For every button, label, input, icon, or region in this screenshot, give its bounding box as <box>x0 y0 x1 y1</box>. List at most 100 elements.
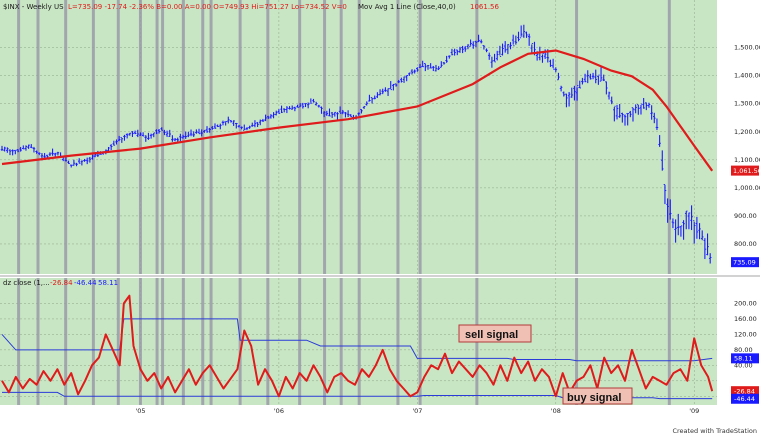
price-tick-label: 1,200.00 <box>734 128 760 136</box>
price-signal-line <box>323 0 327 274</box>
indicator-signal-line <box>64 278 68 405</box>
indicator-header-v1: -26.84 <box>50 279 73 287</box>
indicator-tick-label: 120.00 <box>734 330 757 338</box>
price-signal-line <box>475 0 479 274</box>
price-signal-line <box>667 0 671 274</box>
indicator-header-v2: -46.44 <box>74 279 97 287</box>
time-tick-label: '09 <box>689 407 699 415</box>
indicator-signal-line <box>116 278 120 405</box>
price-signal-line <box>116 0 120 274</box>
indicator-signal-line <box>138 278 142 405</box>
indicator-signal-line <box>298 278 302 405</box>
indicator-badge-label: -26.84 <box>734 387 755 395</box>
indicator-badge <box>731 386 759 397</box>
price-tick-label: 800.00 <box>734 240 757 248</box>
indicator-signal-line <box>181 278 185 405</box>
indicator-badge-label: 58.11 <box>734 355 753 363</box>
indicator-signal-line <box>667 278 671 405</box>
indicator-signal-line <box>155 278 159 405</box>
indicator-badges: 58.11 -26.84-46.44 <box>731 353 759 404</box>
indicator-signal-lines <box>17 278 671 405</box>
price-tick-label: 1,400.00 <box>734 72 760 80</box>
price-signal-line <box>17 0 21 274</box>
price-panel: 800.00 900.00 1,000.00 1,100.00 1,200.00 1,30… <box>0 0 760 274</box>
price-badge-label: 1,061.56 <box>733 167 760 175</box>
indicator-badge <box>731 353 759 364</box>
time-tick-label: '08 <box>551 407 561 415</box>
buy-signal-label: buy signal <box>567 392 621 404</box>
price-signal-line <box>339 0 343 274</box>
indicator-signal-line <box>339 278 343 405</box>
indicator-signal-line <box>266 278 270 405</box>
indicator-signal-line <box>418 278 422 405</box>
price-signal-line <box>575 0 579 274</box>
sell-signal-annotation: sell signal <box>458 324 532 343</box>
price-tick-label: 1,300.00 <box>734 100 760 108</box>
indicator-line <box>1 294 714 398</box>
indicator-tick-label: 80.00 <box>734 346 753 354</box>
indicator-signal-line <box>357 278 361 405</box>
price-signal-line <box>138 0 142 274</box>
indicator-signal-line <box>209 278 213 405</box>
price-badges: 1,061.56 735.09 <box>731 165 760 268</box>
price-grid <box>0 0 717 274</box>
price-signal-line <box>396 0 400 274</box>
indicator-signal-line <box>575 278 579 405</box>
price-y-axis: 800.00 900.00 1,000.00 1,100.00 1,200.00 1,30… <box>734 44 760 248</box>
time-axis: '05 '06 '07 '08 '09 <box>135 407 699 415</box>
price-signal-line <box>161 0 165 274</box>
price-signal-line <box>418 0 422 274</box>
credit-text: Created with TradeStation <box>672 427 757 435</box>
price-header-values: L=735.09 -17.74 -2.36% B=0.00 A=0.00 O=7… <box>68 3 347 11</box>
indicator-header-v3: 58.11 <box>98 279 118 287</box>
price-tick-label: 1,100.00 <box>734 156 760 164</box>
indicator-tick-label: 200.00 <box>734 299 757 307</box>
time-tick-label: '06 <box>274 407 284 415</box>
price-signal-line <box>298 0 302 274</box>
indicator-signal-line <box>17 278 21 405</box>
buy-signal-box <box>562 387 633 405</box>
price-header-study-value: 1061.56 <box>470 3 499 11</box>
indicator-badge-label: -46.44 <box>734 395 755 403</box>
price-signal-line <box>91 0 95 274</box>
price-signal-line <box>357 0 361 274</box>
indicator-signal-line <box>36 278 40 405</box>
indicator-badge <box>731 393 759 404</box>
indicator-tick-label: 40.00 <box>734 361 753 369</box>
price-signal-line <box>238 0 242 274</box>
sell-signal-box <box>458 324 532 343</box>
price-signal-line <box>266 0 270 274</box>
time-tick-label: '05 <box>135 407 145 415</box>
indicator-path <box>1 294 714 398</box>
indicator-header: dz close (1,... -26.84 -46.44 58.11 <box>3 279 118 287</box>
indicator-signal-line <box>323 278 327 405</box>
price-header: $INX - Weekly US L=735.09 -17.74 -2.36% … <box>3 3 499 11</box>
indicator-signal-line <box>91 278 95 405</box>
indicator-signal-line <box>238 278 242 405</box>
price-badge <box>731 165 759 176</box>
buy-signal-annotation: buy signal <box>562 387 633 405</box>
price-header-symbol: $INX - Weekly US <box>3 3 64 11</box>
price-signal-line <box>36 0 40 274</box>
indicator-signal-line <box>396 278 400 405</box>
moving-average-path <box>1 49 714 172</box>
indicator-signal-line <box>161 278 165 405</box>
price-tick-label: 1,000.00 <box>734 184 760 192</box>
price-signal-line <box>64 0 68 274</box>
price-badge-label: 735.09 <box>733 258 756 266</box>
moving-average-line <box>1 49 714 172</box>
indicator-header-name: dz close (1,... <box>3 279 50 287</box>
price-tick-label: 900.00 <box>734 212 757 220</box>
price-signal-line <box>155 0 159 274</box>
price-badge <box>731 257 759 268</box>
indicator-tick-label: 160.00 <box>734 315 757 323</box>
indicator-signal-line <box>201 278 205 405</box>
price-header-study: Mov Avg 1 Line (Close,40,0) <box>358 3 456 11</box>
lower-band-path <box>2 391 713 400</box>
time-tick-label: '07 <box>412 407 422 415</box>
price-tick-label: 1,500.00 <box>734 44 760 52</box>
price-signal-line <box>201 0 205 274</box>
